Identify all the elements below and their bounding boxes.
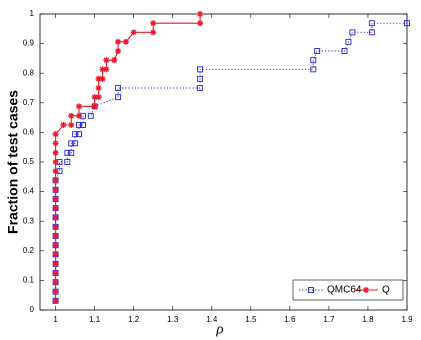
legend-box (292, 279, 404, 301)
marker (52, 149, 59, 156)
y-tick-label: 0.6 (23, 128, 35, 137)
marker (72, 131, 79, 138)
marker (60, 122, 67, 128)
legend-label: QMC64 (327, 285, 362, 296)
y-tick-label: 0.8 (23, 68, 35, 77)
marker (197, 20, 204, 27)
marker (103, 66, 110, 73)
marker (76, 131, 82, 138)
marker (52, 279, 59, 286)
marker (52, 223, 59, 230)
marker (111, 57, 118, 64)
legend-marker (363, 287, 369, 293)
series-line (55, 14, 201, 301)
y-tick-label: 0.3 (23, 216, 35, 225)
y-tick-label: 0.2 (23, 246, 35, 255)
marker (52, 140, 59, 147)
marker (68, 140, 75, 147)
x-axis-label: ρ (215, 321, 223, 337)
marker (52, 131, 59, 138)
marker (345, 38, 352, 45)
x-tick-label: 1.1 (89, 315, 101, 324)
marker (64, 159, 71, 165)
plot-frame (39, 13, 408, 311)
marker (52, 297, 59, 304)
marker (115, 48, 122, 54)
y-tick-label: 0.5 (23, 157, 35, 166)
marker (368, 20, 375, 27)
marker (197, 66, 204, 73)
y-tick-label: 1 (30, 9, 35, 18)
marker (95, 75, 102, 82)
marker (52, 251, 59, 258)
marker (76, 122, 82, 128)
marker (115, 38, 122, 45)
marker (404, 20, 410, 27)
marker (150, 20, 157, 27)
marker (87, 112, 94, 119)
y-tick-label: 0.4 (23, 187, 35, 196)
marker (52, 214, 59, 221)
x-tick-label: 1.7 (323, 315, 335, 324)
marker (95, 94, 102, 101)
marker (52, 196, 59, 202)
x-tick-label: 1.3 (167, 315, 179, 324)
x-tick-label: 1.8 (362, 315, 374, 324)
marker (52, 205, 59, 212)
marker (197, 11, 204, 17)
marker (314, 48, 321, 54)
marker (52, 260, 59, 267)
marker (122, 38, 129, 45)
marker (52, 233, 59, 239)
legend-label: Q (382, 285, 390, 296)
marker (64, 149, 71, 156)
y-tick-label: 0.7 (23, 98, 35, 107)
marker (115, 85, 122, 91)
marker (68, 149, 75, 156)
marker (368, 29, 375, 36)
y-tick-label: 0.1 (23, 276, 35, 285)
marker (52, 288, 59, 295)
marker (130, 29, 137, 36)
x-tick-label: 1.6 (284, 315, 296, 324)
y-axis-label: Fraction of test cases (5, 90, 21, 234)
x-tick-label: 1.4 (206, 315, 218, 324)
marker (52, 168, 59, 175)
marker (52, 186, 59, 193)
marker (91, 94, 98, 101)
marker (68, 112, 75, 119)
marker (341, 48, 348, 54)
marker (95, 85, 102, 91)
marker (310, 66, 317, 73)
marker (52, 270, 59, 276)
marker (103, 57, 110, 64)
marker (150, 29, 157, 36)
marker (52, 242, 59, 249)
x-tick-label: 1.9 (401, 315, 413, 324)
marker (310, 57, 317, 64)
marker (197, 85, 204, 91)
marker (76, 103, 83, 110)
marker (115, 94, 122, 101)
marker (68, 122, 75, 128)
marker (76, 112, 83, 119)
marker (349, 29, 356, 36)
legend: QMC64 Q (292, 279, 404, 301)
marker (99, 75, 106, 82)
series-line (55, 22, 407, 301)
marker (72, 140, 79, 147)
x-tick-label: 1 (53, 315, 58, 324)
marker (79, 122, 86, 128)
marker (99, 66, 106, 73)
marker (52, 159, 59, 165)
x-tick-label: 1.5 (245, 315, 257, 324)
marker (52, 177, 59, 184)
y-tick-label: 0 (30, 305, 35, 314)
y-tick-label: 0.9 (23, 39, 35, 48)
marker (197, 75, 204, 82)
marker (91, 103, 98, 110)
legend-marker (308, 287, 314, 293)
x-tick-label: 1.2 (128, 315, 140, 324)
